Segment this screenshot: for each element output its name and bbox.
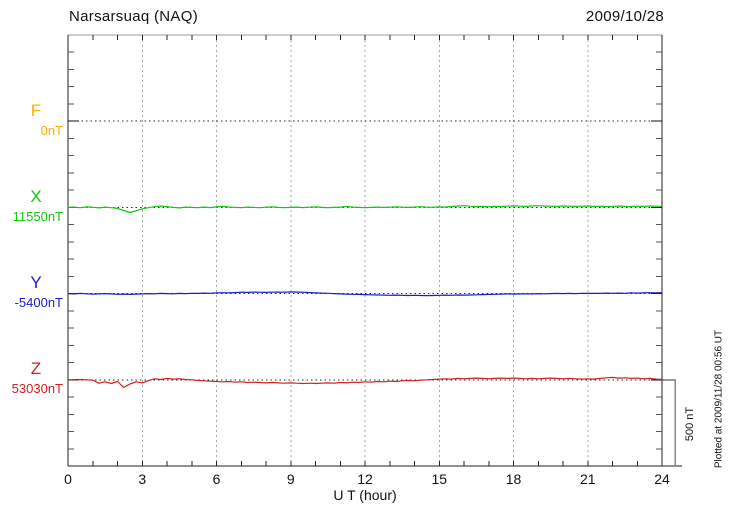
x-tick-label-24: 24 xyxy=(654,471,670,487)
x-tick-label-0: 0 xyxy=(64,471,72,487)
x-axis-title: U T (hour) xyxy=(333,487,397,503)
component-baseline-Z: 53030nT xyxy=(11,381,63,396)
component-label-X: X xyxy=(30,187,42,206)
scale-bar-label: 500 nT xyxy=(684,406,696,442)
trace-Z xyxy=(67,376,663,388)
x-tick-label-3: 3 xyxy=(138,471,147,487)
trace-Y xyxy=(67,291,663,297)
component-label-Z: Z xyxy=(30,359,42,378)
x-tick-label-15: 15 xyxy=(431,471,448,487)
component-baseline-X: 11550nT xyxy=(12,209,63,224)
component-baseline-F: 0nT xyxy=(40,123,63,138)
x-tick-label-21: 21 xyxy=(579,471,596,487)
station-title: Narsarsuaq (NAQ) xyxy=(69,8,198,25)
x-tick-label-12: 12 xyxy=(357,471,373,487)
plot-date: 2009/10/28 xyxy=(585,8,664,25)
component-label-Y: Y xyxy=(30,273,42,292)
x-tick-label-18: 18 xyxy=(505,471,522,487)
x-tick-label-9: 9 xyxy=(286,471,295,487)
x-tick-label-6: 6 xyxy=(212,471,221,487)
trace-X xyxy=(67,205,663,214)
component-baseline-Y: -5400nT xyxy=(14,295,63,310)
plot-footnote: Plotted at 2009/11/28 00:56 UT xyxy=(713,329,725,469)
component-label-F: F xyxy=(30,101,42,120)
